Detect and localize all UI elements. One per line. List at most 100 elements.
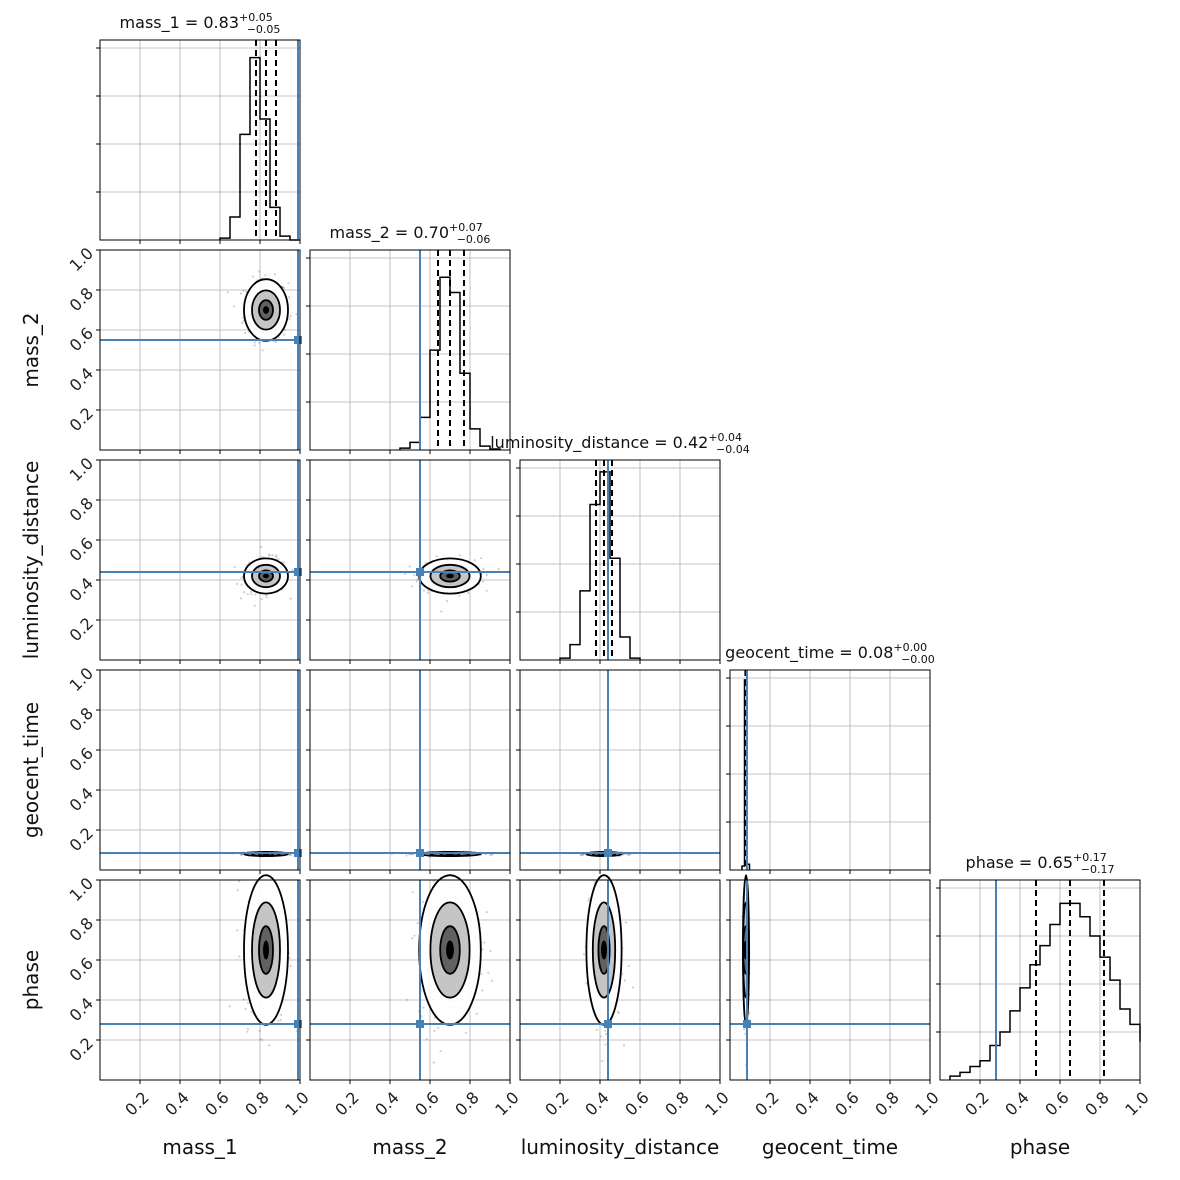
sample-point <box>481 989 484 992</box>
sample-point <box>240 576 243 579</box>
sample-point <box>464 1031 467 1035</box>
sample-point <box>458 594 461 597</box>
x-axis-label-mass_2: mass_2 <box>372 1135 447 1159</box>
sample-point <box>422 1006 425 1009</box>
sample-point <box>420 1015 423 1018</box>
y-tick-label: 0.6 <box>66 534 97 565</box>
sample-point <box>744 1032 747 1035</box>
y-tick-label: 1.0 <box>66 874 97 905</box>
truth-marker <box>604 849 612 857</box>
panel-frame <box>309 459 511 661</box>
sample-point <box>244 1007 247 1011</box>
panel-title-geocent_time: geocent_time = 0.08+0.00 −0.00 <box>725 641 935 666</box>
panel-geocent_time-vs-geocent_time: geocent_time = 0.08+0.00 −0.00 <box>725 641 935 874</box>
histogram-phase <box>949 902 1141 1080</box>
sample-point <box>275 555 278 558</box>
panel-title-mass_2: mass_2 = 0.70+0.07 −0.06 <box>330 221 491 246</box>
panel-phase-vs-phase: phase = 0.65+0.17 −0.17 0.2 0.4 0.6 0.8 1.0 pha… <box>936 851 1153 1159</box>
histogram-luminosity_distance <box>559 471 641 660</box>
sample-point <box>236 889 239 892</box>
x-tick-label: 0.6 <box>831 1088 862 1119</box>
sample-point <box>288 317 291 320</box>
sample-point <box>748 1012 751 1015</box>
x-tick-label: 0.6 <box>1041 1088 1072 1119</box>
sample-point <box>245 290 248 293</box>
sample-point <box>445 600 449 603</box>
sample-point <box>485 574 488 577</box>
sample-point <box>250 592 253 596</box>
sample-point <box>264 274 267 277</box>
sample-point <box>411 937 414 940</box>
sample-point <box>582 953 586 956</box>
sample-point <box>291 569 294 572</box>
panel-mass_1-vs-luminosity_distance: 0.2 0.4 0.6 0.8 1.0 luminosity_distance <box>19 454 302 664</box>
y-axis-label-mass_2: mass_2 <box>19 312 43 387</box>
panel-mass_1-vs-phase: 0.2 0.4 0.6 0.8 1.0 mass_1 0.2 0.4 0.6 0.8 1.0 phas… <box>19 874 313 1159</box>
sample-point <box>416 921 419 925</box>
sample-point <box>279 1018 282 1022</box>
sample-point <box>236 929 239 932</box>
sample-point <box>616 1010 620 1014</box>
truth-marker <box>416 568 424 576</box>
truth-marker <box>294 1020 302 1028</box>
y-tick-label: 0.2 <box>66 1034 97 1065</box>
contour-level-3 <box>263 940 269 960</box>
sample-point <box>422 589 426 592</box>
sample-point <box>599 1035 603 1038</box>
sample-point <box>239 597 243 600</box>
sample-point <box>491 979 494 982</box>
panel-luminosity_distance-vs-phase: 0.2 0.4 0.6 0.8 1.0 luminosity_distance <box>516 874 733 1159</box>
x-tick-label: 0.4 <box>581 1088 612 1119</box>
sample-point <box>433 1029 436 1032</box>
sample-point <box>271 553 274 557</box>
x-tick-label: 0.8 <box>451 1088 482 1119</box>
y-tick-label: 1.0 <box>66 664 97 695</box>
sample-point <box>240 321 244 325</box>
sample-point <box>250 1010 253 1014</box>
sample-point <box>243 591 246 594</box>
sample-point <box>627 964 630 967</box>
truth-marker <box>294 849 302 857</box>
y-tick-label: 0.8 <box>66 704 97 735</box>
panel-mass_2-vs-phase: 0.2 0.4 0.6 0.8 1.0 mass_2 <box>306 874 523 1159</box>
x-axis-label-geocent_time: geocent_time <box>762 1135 898 1159</box>
sample-point <box>261 349 264 352</box>
sample-point <box>277 1019 280 1022</box>
panel-frame <box>729 879 931 1081</box>
histogram-mass_1 <box>219 56 300 241</box>
sample-point <box>253 604 256 607</box>
sample-point <box>242 319 245 323</box>
panel-frame <box>99 669 301 871</box>
sample-point <box>233 565 236 569</box>
panel-frame <box>519 459 721 661</box>
panel-luminosity_distance-vs-geocent_time <box>516 669 721 874</box>
x-tick-label: 0.6 <box>621 1088 652 1119</box>
sample-point <box>621 972 624 976</box>
y-tick-label: 0.4 <box>66 364 97 395</box>
sample-point <box>260 598 263 601</box>
sample-point <box>481 948 484 951</box>
sample-point <box>405 998 409 1001</box>
contour-level-3 <box>263 573 269 579</box>
x-tick-label: 0.2 <box>541 1088 572 1119</box>
y-tick-label: 0.4 <box>66 784 97 815</box>
x-tick-label: 0.4 <box>161 1088 192 1119</box>
sample-point <box>265 594 268 597</box>
sample-point <box>425 1038 428 1041</box>
x-tick-label: 0.2 <box>121 1088 152 1119</box>
sample-point <box>260 546 263 549</box>
sample-point <box>404 572 407 576</box>
panel-mass_1-vs-mass_2: 0.2 0.4 0.6 0.8 1.0 mass_2 <box>19 244 302 454</box>
x-tick-label: 0.2 <box>331 1088 362 1119</box>
panel-frame <box>309 879 511 1081</box>
y-axis-label-phase: phase <box>19 950 43 1010</box>
truth-marker <box>604 1020 612 1028</box>
y-tick-label: 0.6 <box>66 744 97 775</box>
sample-point <box>480 557 483 560</box>
sample-point <box>283 328 287 331</box>
panel-frame <box>99 39 301 241</box>
sample-point <box>287 282 290 285</box>
x-tick-label: 0.4 <box>371 1088 402 1119</box>
sample-point <box>287 296 291 299</box>
sample-point <box>627 853 630 857</box>
